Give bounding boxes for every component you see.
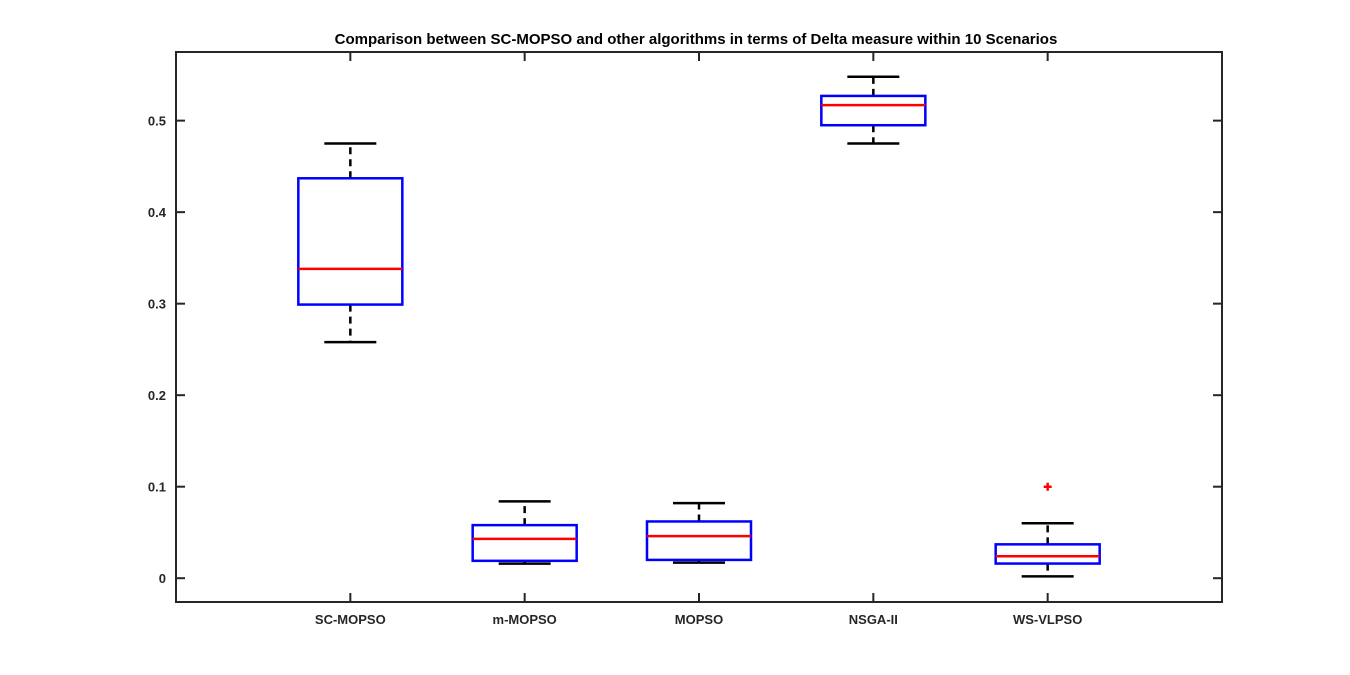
y-tick-label: 0.5 <box>148 114 166 129</box>
y-tick-label: 0 <box>159 571 166 586</box>
iqr-box <box>471 523 578 563</box>
x-tick-label: m-MOPSO <box>493 612 557 627</box>
y-tick-label: 0.1 <box>148 480 166 495</box>
box-nsga-ii <box>820 75 927 145</box>
x-tick-label: NSGA-II <box>849 612 898 627</box>
box-m-mopso <box>471 500 578 565</box>
x-tick-label: WS-VLPSO <box>1013 612 1082 627</box>
x-tick-label: SC-MOPSO <box>315 612 386 627</box>
y-tick-label: 0.4 <box>148 205 167 220</box>
iqr-box <box>820 94 927 127</box>
plot-area: 0 0.1 0.2 0.3 0.4 0.5 SC-MOPSO m-MOPSO MOPSO NSGA… <box>148 51 1223 627</box>
x-tick-label: MOPSO <box>675 612 723 627</box>
y-tick-label: 0.2 <box>148 388 166 403</box>
outlier-marker <box>1043 482 1052 491</box>
iqr-box <box>297 177 404 306</box>
iqr-box <box>645 520 753 562</box>
chart-title: Comparison between SC-MOPSO and other al… <box>335 31 1058 48</box>
box-sc-mopso <box>297 142 404 344</box>
iqr-box <box>994 543 1101 565</box>
box-ws-vlpso <box>994 482 1101 578</box>
y-tick-label: 0.3 <box>148 297 166 312</box>
box-mopso <box>645 501 753 564</box>
